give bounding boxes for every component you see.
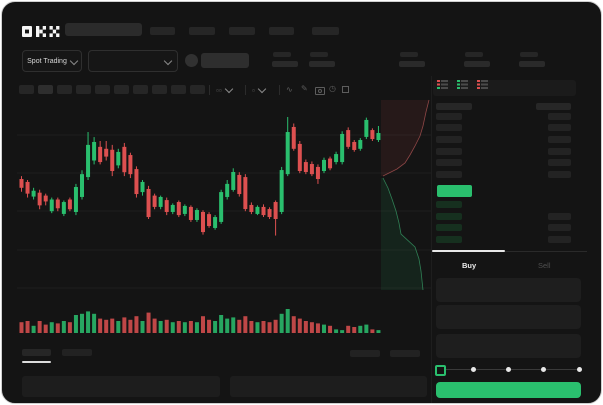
bottom-tab-history[interactable] [62,349,92,356]
interval-button[interactable] [95,85,110,94]
okx-logo[interactable] [22,24,60,37]
nav-item-1[interactable] [150,27,175,35]
bottom-tab-active-underline [22,361,51,363]
buy-tab[interactable]: Buy [462,261,477,270]
interval-button[interactable] [76,85,91,94]
slider-stop-100[interactable] [577,367,582,372]
slider-stop-25[interactable] [471,367,476,372]
ticker-stat-label [400,52,418,57]
last-price-badge[interactable] [437,185,472,197]
slider-stop-50[interactable] [506,367,511,372]
chart-type-dropdown[interactable]: ▫ [252,84,267,95]
ticker-stat-label [465,52,483,57]
line-tool-icon[interactable]: ∿ [286,85,293,94]
ticker-stat-value [399,61,425,67]
pair-title-placeholder[interactable] [201,53,249,68]
tabs-divider [432,251,587,252]
order-book-panel: Buy Sell [431,76,588,403]
book-view-asks-icon[interactable] [477,79,488,90]
camera-icon[interactable] [315,87,325,95]
bottom-action-1[interactable] [350,350,380,357]
interval-button[interactable] [152,85,167,94]
interval-button[interactable] [19,85,34,94]
slider-stop-75[interactable] [541,367,546,372]
book-col-price-header [436,103,472,110]
nav-item-5[interactable] [312,27,339,35]
book-col-amount-header [536,103,571,110]
bottom-action-2[interactable] [390,350,420,357]
interval-button[interactable] [133,85,148,94]
sell-tab[interactable]: Sell [538,261,551,270]
interval-button[interactable] [38,85,53,94]
interval-button[interactable] [190,85,205,94]
chevron-down-icon [163,56,173,65]
fullscreen-icon[interactable] [342,86,349,93]
pair-selector-dropdown[interactable] [88,50,178,72]
price-input[interactable] [436,278,581,302]
buy-submit-button[interactable] [436,382,581,398]
book-view-bids-icon[interactable] [457,79,468,90]
book-view-both-icon[interactable] [437,79,448,90]
amount-slider-track[interactable] [439,367,582,372]
positions-panel-placeholder [230,376,427,397]
ticker-stat-value [272,61,298,67]
buy-tab-active-underline [432,250,505,252]
ticker-stat-label [273,52,291,57]
bottom-tab-orders[interactable] [22,349,51,356]
interval-button[interactable] [114,85,129,94]
total-input[interactable] [436,334,581,358]
market-type-dropdown[interactable]: Spot Trading [22,50,82,72]
nav-item-2[interactable] [189,27,215,35]
ticker-stat-value [464,61,490,67]
ticker-stat-label [310,52,328,57]
chevron-down-icon [69,56,79,65]
coin-avatar [185,54,198,67]
interval-button[interactable] [171,85,186,94]
nav-item-3[interactable] [229,27,255,35]
ticker-stat-value [309,61,335,67]
draw-tool-icon[interactable]: ✎ [301,84,308,93]
amount-slider-handle[interactable] [435,365,446,376]
okx-logo-glyph [22,26,60,37]
orders-panel-placeholder [22,376,220,397]
market-type-label: Spot Trading [27,57,67,65]
settings-icon[interactable]: ◷ [329,84,336,93]
search-input[interactable] [65,23,142,36]
indicator-dropdown[interactable]: ▫▫ [216,84,233,95]
nav-item-4[interactable] [269,27,294,35]
book-view-toolbar [433,80,576,96]
amount-input[interactable] [436,305,581,329]
ticker-stat-label [520,52,538,57]
interval-button[interactable] [57,85,72,94]
ticker-stat-value [519,61,545,67]
